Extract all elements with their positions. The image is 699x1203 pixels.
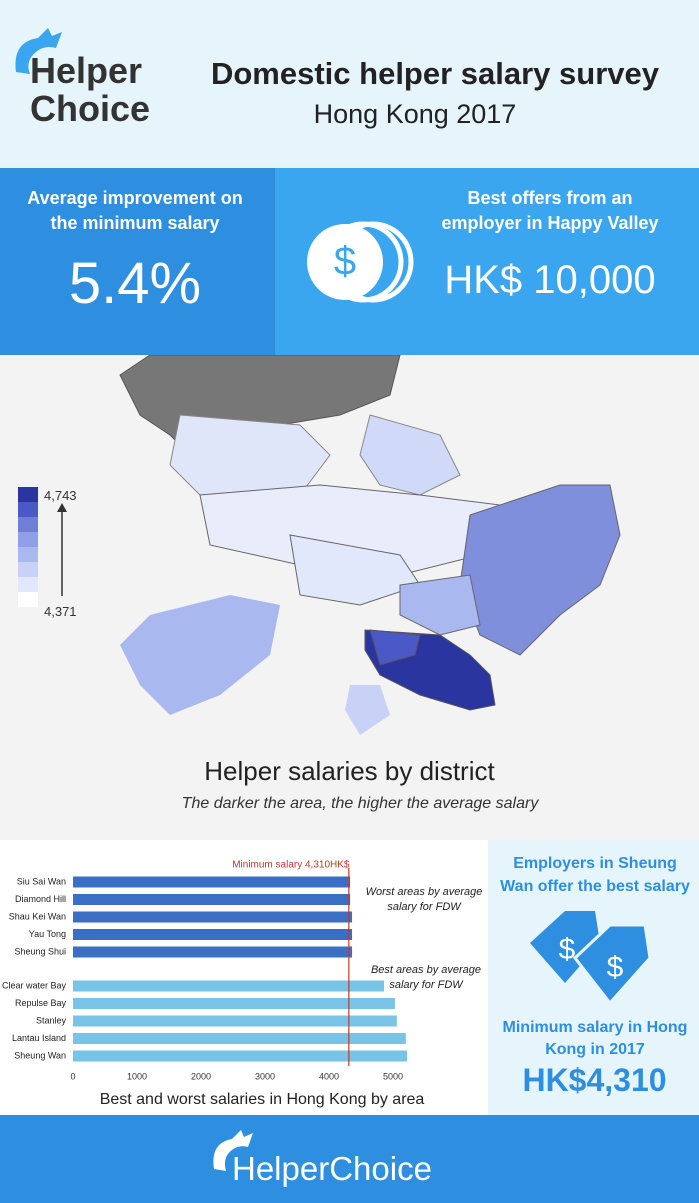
legend-max: 4,743 [44,488,77,503]
y-tick-label: Siu Sai Wan [17,876,66,886]
y-tick-label: Sheung Shui [14,946,66,956]
x-tick-label: 3000 [255,1071,275,1081]
legend-swatch [18,592,38,607]
bar [73,1050,408,1062]
x-tick-label: 0 [70,1071,75,1081]
svg-text:$: $ [559,933,576,966]
annotation: Best areas by average salary for FDW [371,964,481,991]
svg-text:$: $ [334,240,356,284]
x-tick-label: 1000 [127,1071,147,1081]
bar [73,1033,406,1044]
coin-icon: $ [307,221,414,303]
x-tick-label: 5000 [383,1071,403,1081]
stat-value: 5.4% [68,251,202,316]
bar [73,876,351,888]
x-tick-label: 2000 [191,1071,211,1081]
tag-icon: $ $ [530,911,652,1006]
header [0,0,699,168]
chart-title: Best and worst salaries in Hong Kong by … [100,1091,425,1108]
y-tick-label: Shau Kei Wan [9,911,66,921]
y-tick-label: Clear water Bay [2,980,67,990]
legend-swatch [18,562,38,577]
bar [73,980,385,992]
annotation: Worst areas by average salary for FDW [366,886,483,913]
title: Domestic helper salary survey [210,56,660,91]
bar [73,1015,397,1027]
annotation-line: salary for FDW [389,979,464,991]
side-min-value: HK$4,310 [522,1062,667,1098]
bar [73,946,353,958]
bar [73,929,353,940]
map [119,355,621,735]
logo-line: Choice [30,88,151,129]
y-tick-label: Lantau Island [12,1033,66,1043]
stat-label: Average improvement on the minimum salar… [27,188,243,233]
legend-swatch [18,547,38,562]
reference-label: Minimum salary 4,310HK$ [232,860,350,871]
subtitle: Hong Kong 2017 [313,99,517,129]
bar-chart: Siu Sai Wan Diamond Hill Shau Kei Wan Yau T… [2,860,483,1109]
logo-text: Helper Choice [30,52,150,128]
y-tick-label: Repulse Bay [15,998,67,1008]
svg-text:$: $ [607,951,624,984]
legend-swatch [18,502,38,517]
bar [73,894,351,905]
y-tick-label: Stanley [36,1015,67,1025]
legend-swatch [18,577,38,592]
logo-line: Helper [30,50,143,91]
legend-min: 4,371 [44,604,77,619]
bar [73,998,395,1009]
side-min-label: Minimum salary in Hong Kong in 2017 [502,1019,688,1058]
annotation-line: salary for FDW [387,901,462,913]
y-tick-label: Yau Tong [29,929,66,939]
side-best: Employers in Sheung Wan offer the best s… [500,855,690,895]
map-legend [18,487,38,607]
bar [73,911,353,923]
y-tick-label: Diamond Hill [15,894,66,904]
map-subtitle: The darker the area, the higher the aver… [181,795,539,812]
legend-swatch [18,487,38,502]
footer-logo-icon [213,1130,253,1171]
annotation-line: Best areas by average [371,964,481,976]
footer-logo: HelperChoice [232,1150,432,1187]
map-title: Helper salaries by district [204,756,495,786]
stat-label: Best offers from an employer in Happy Va… [441,188,659,233]
x-tick-label: 4000 [319,1071,339,1081]
legend-arrow [57,503,67,596]
stat-box [0,168,275,355]
logo-icon [15,28,62,74]
legend-swatch [18,517,38,532]
annotation-line: Worst areas by average [366,886,483,898]
y-tick-label: Sheung Wan [14,1050,66,1060]
stat-value: HK$ 10,000 [444,258,656,302]
legend-swatch [18,532,38,547]
footer [0,1115,699,1203]
